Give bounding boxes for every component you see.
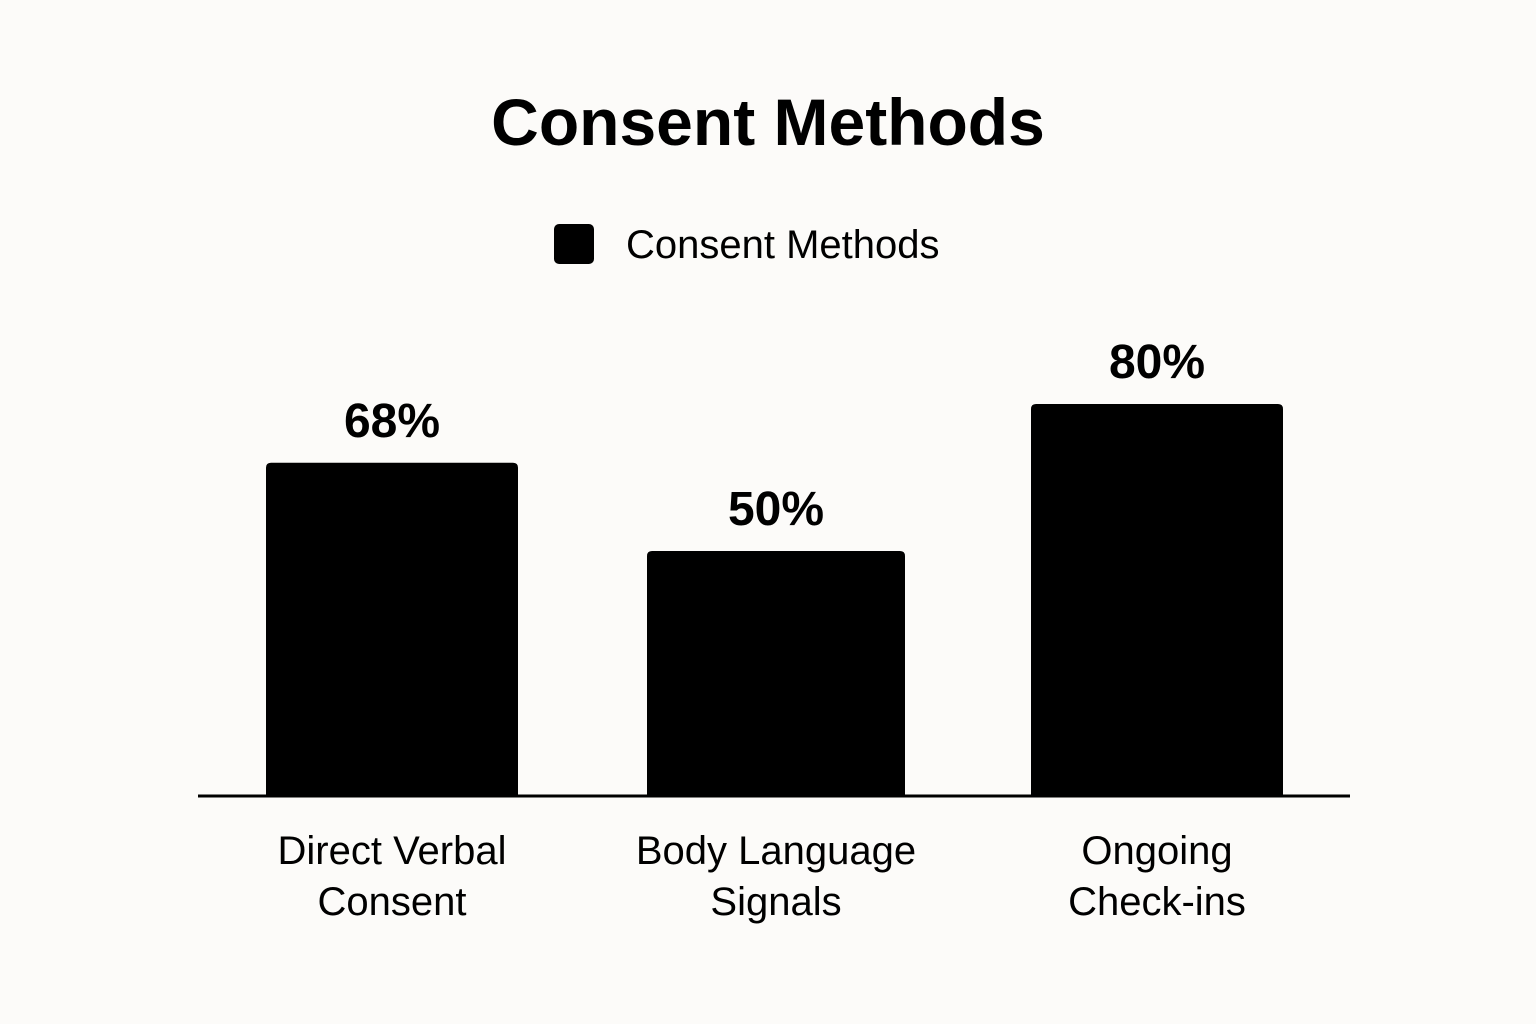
legend: Consent Methods [554, 223, 940, 267]
category-label-2-line-1: Body Language [636, 829, 916, 873]
bar-value-label-1: 68% [344, 395, 440, 448]
legend-label: Consent Methods [626, 223, 940, 267]
bars [266, 404, 1283, 796]
bar-1 [266, 462, 518, 796]
legend-swatch [554, 224, 594, 264]
bar-2 [647, 551, 905, 796]
bar-3 [1031, 404, 1283, 796]
category-label-1-line-2: Consent [318, 880, 467, 924]
category-label-3-line-2: Check-ins [1068, 880, 1246, 924]
bar-value-label-2: 50% [728, 483, 824, 536]
chart-title: Consent Methods [491, 85, 1045, 159]
bar-value-label-3: 80% [1109, 336, 1205, 389]
category-label-3-line-1: Ongoing [1081, 829, 1232, 873]
category-labels: Direct Verbal Consent Body Language Signals… [278, 829, 1246, 924]
category-label-2-line-2: Signals [710, 880, 841, 924]
category-label-1-line-1: Direct Verbal [278, 829, 507, 873]
value-labels: 68% 50% 80% [344, 336, 1205, 536]
